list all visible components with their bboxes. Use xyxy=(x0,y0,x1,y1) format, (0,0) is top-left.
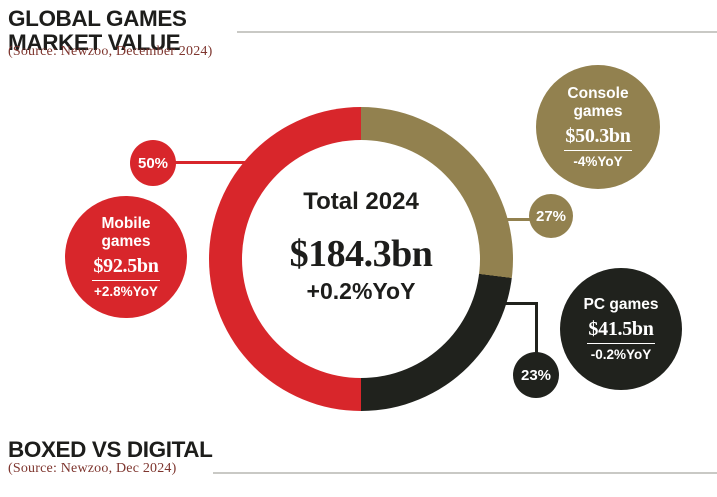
page-title: GLOBAL GAMES MARKET VALUE xyxy=(8,7,187,55)
page-title-line1: GLOBAL GAMES xyxy=(8,6,187,31)
chart-source: (Source: Newzoo, December 2024) xyxy=(8,44,213,59)
share-badge-mobile-text: 50% xyxy=(137,154,169,172)
connector-pc-horizontal xyxy=(477,302,538,305)
bubble-mobile-yoy: +2.8%YoY xyxy=(94,283,158,299)
page-title-line2: MARKET VALUE xyxy=(8,29,181,55)
footer-title: BOXED VS DIGITAL xyxy=(8,437,213,462)
footer-source: (Source: Newzoo, Dec 2024) xyxy=(8,461,177,476)
share-badge-pc-text: 23% xyxy=(520,366,552,384)
bubble-pc-value: $41.5bn xyxy=(587,318,655,345)
bubble-mobile-label: Mobile games xyxy=(101,215,151,250)
total-label: Total 2024 xyxy=(303,187,419,215)
donut-ring: Total 2024 $184.3bn +0.2%YoY xyxy=(209,107,513,411)
bubble-console-yoy: -4%YoY xyxy=(573,153,623,169)
bubble-console-label: Console games xyxy=(567,85,629,120)
bubble-pc-yoy: -0.2%YoY xyxy=(590,347,652,363)
connector-pc-vertical xyxy=(535,302,538,354)
total-value: $184.3bn xyxy=(289,232,433,275)
bubble-console-games: Console games $50.3bn -4%YoY xyxy=(536,65,660,189)
bottom-divider xyxy=(213,472,717,474)
total-yoy: +0.2%YoY xyxy=(306,277,416,304)
share-badge-console: 27% xyxy=(529,194,573,238)
bubble-mobile-games: Mobile games $92.5bn +2.8%YoY xyxy=(65,196,187,318)
bubble-pc-games: PC games $41.5bn -0.2%YoY xyxy=(560,268,682,390)
share-badge-console-text: 27% xyxy=(535,207,567,225)
top-divider xyxy=(237,31,717,33)
bubble-pc-label: PC games xyxy=(583,295,659,313)
bubble-console-value: $50.3bn xyxy=(564,125,632,151)
share-badge-pc: 23% xyxy=(513,352,559,398)
donut-center: Total 2024 $184.3bn +0.2%YoY xyxy=(242,140,480,378)
bubble-mobile-value: $92.5bn xyxy=(92,255,160,281)
connector-console xyxy=(496,218,530,221)
share-badge-mobile: 50% xyxy=(130,140,176,186)
connector-mobile xyxy=(174,161,246,164)
